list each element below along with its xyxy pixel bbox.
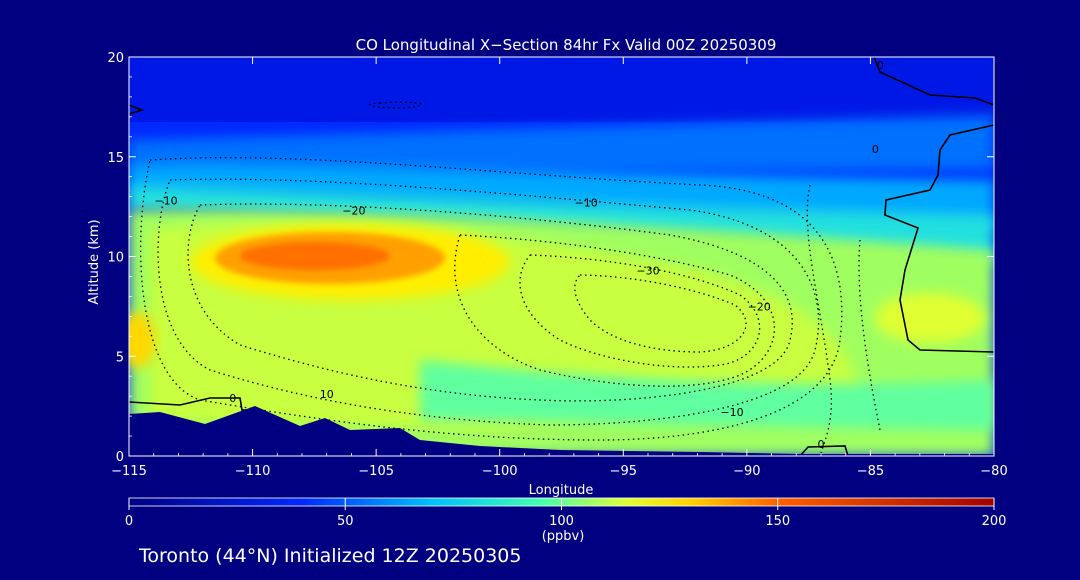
chart-title: CO Longitudinal X−Section 84hr Fx Valid … — [356, 36, 777, 54]
plume-core — [240, 242, 390, 270]
x-tick-label: −100 — [482, 464, 518, 479]
colorbar-tick-label: 100 — [549, 514, 574, 529]
contour-label: −30 — [636, 264, 659, 277]
x-tick-label: −90 — [733, 464, 760, 479]
contour-label: −10 — [154, 195, 177, 208]
contour-label: 0 — [229, 392, 236, 405]
x-tick-label: −105 — [358, 464, 394, 479]
y-tick-label: 0 — [116, 450, 124, 465]
contour-line — [368, 101, 423, 109]
y-tick-label: 15 — [107, 151, 124, 166]
contour-line — [574, 274, 747, 353]
contour-label: −20 — [748, 300, 771, 313]
colorbar-tick-label: 50 — [337, 514, 354, 529]
y-tick-label: 10 — [107, 251, 124, 266]
contour-line — [139, 157, 843, 441]
contour-label: −10 — [575, 197, 598, 210]
contour-line — [519, 254, 761, 368]
x-axis: −115 −110 −105 −100 −95 −90 −85 −80 — [111, 57, 1008, 479]
contour-zero-right-lower — [884, 124, 994, 353]
colorbar-tick-label: 150 — [765, 514, 790, 529]
x-tick-label: −110 — [235, 464, 271, 479]
contour-label: 0 — [818, 438, 825, 451]
contour-label: 10 — [320, 388, 334, 401]
y-axis-label: Altitude (km) — [87, 219, 102, 304]
colorbar-tick-label: 200 — [982, 514, 1007, 529]
footer-text: Toronto (44°N) Initialized 12Z 20250305 — [138, 545, 522, 567]
y-tick-label: 20 — [107, 51, 124, 66]
field-band-top — [129, 57, 994, 122]
contour-labels: −10 −20 −10 −30 −20 −10 10 0 0 0 0 — [154, 59, 883, 451]
contour-zero-right — [873, 57, 994, 106]
colorbar-ticks: 0 50 100 150 200 — [125, 498, 1007, 529]
x-tick-label: −80 — [980, 464, 1007, 479]
y-tick-label: 5 — [116, 350, 124, 365]
field-body-teal-low — [420, 360, 994, 430]
x-tick-label: −95 — [610, 464, 637, 479]
field-band-upper-cyan — [129, 115, 994, 175]
x-tick-label: −85 — [857, 464, 884, 479]
dotted-contours — [139, 101, 881, 456]
contour-zero-left-top — [129, 104, 145, 115]
x-axis-label: Longitude — [529, 483, 594, 498]
contour-line — [806, 184, 832, 456]
contour-zero-bottom-right — [799, 445, 849, 456]
colorbar-tick-label: 0 — [125, 514, 133, 529]
contour-label: −20 — [342, 205, 365, 218]
y-axis: 0 5 10 15 20 — [107, 51, 994, 465]
field-blob-right-yellow — [875, 293, 985, 343]
colorbar-label: (ppbv) — [542, 529, 585, 544]
plot-area — [129, 57, 994, 456]
contour-label: 0 — [877, 59, 884, 72]
x-tick-label: −115 — [111, 464, 147, 479]
field-blob-left-yellow — [129, 312, 156, 368]
contour-label: 0 — [872, 143, 879, 156]
contour-label: −10 — [720, 406, 743, 419]
terrain — [129, 406, 994, 456]
contour-line — [157, 178, 820, 426]
